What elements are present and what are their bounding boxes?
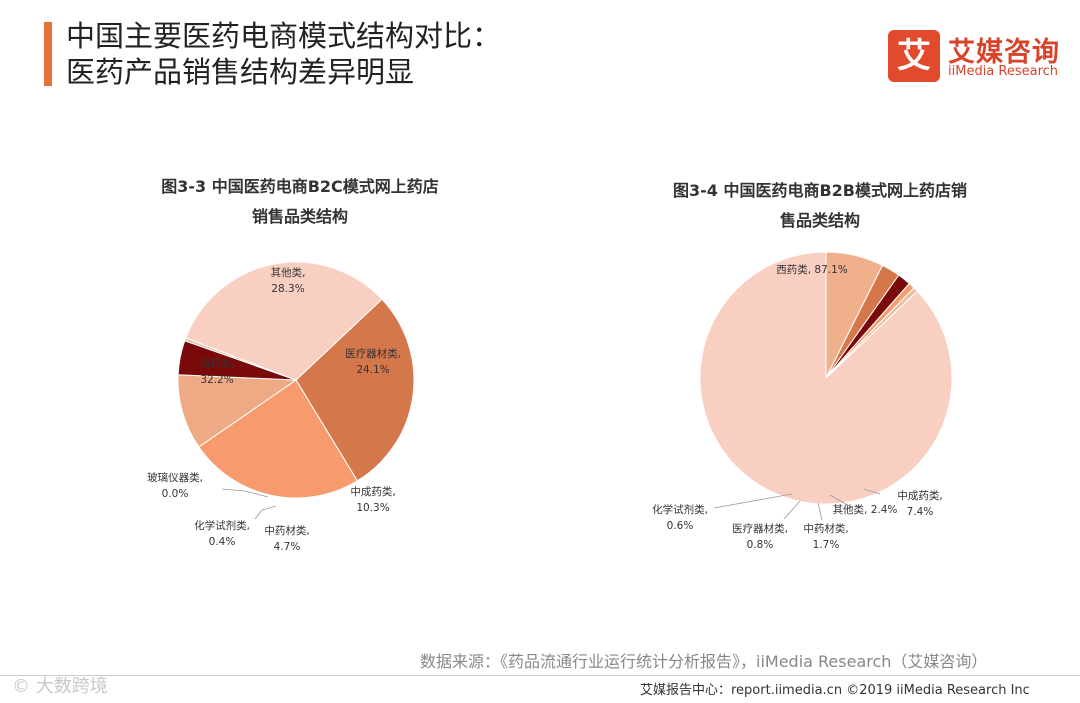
title-accent-bar (44, 22, 52, 86)
chart1-label-name-1: 医疗器材类, (345, 347, 401, 360)
chart1-label-name-0: 其他类, (271, 266, 306, 279)
chart2-label-pct-3: 0.8% (747, 539, 774, 551)
chart1-title-line2: 销售品类结构 (251, 207, 348, 226)
data-source: 数据来源：《药品流通行业运行统计分析报告》，iiMedia Research（艾… (420, 652, 988, 671)
footer-text: 艾媒报告中心：report.iimedia.cn ©2019 iiMedia R… (640, 683, 1030, 698)
chart1-label-pct-6: 32.2% (200, 374, 233, 386)
footer-divider (0, 675, 1080, 676)
chart2-leader-0 (863, 488, 881, 495)
chart2-leader-2 (817, 502, 823, 521)
iimedia-logo: 艾 艾媒咨询 iiMedia Research (888, 30, 1063, 84)
chart2-label-name-1: 其他类, 2.4% (833, 503, 898, 516)
page-title-line1: 中国主要医药电商模式结构对比： (66, 19, 502, 53)
page-title: 中国主要医药电商模式结构对比： 医药产品销售结构差异明显 (66, 18, 501, 90)
chart1-leader-4 (254, 505, 277, 520)
chart2-leader-4 (713, 493, 793, 509)
chart1-slice-1 (198, 379, 359, 499)
chart2-label-pct-0: 7.4% (907, 506, 934, 518)
chart2-label-name-3: 医疗器材类, (732, 522, 788, 535)
page-title-line2: 医药产品销售结构差异明显 (66, 55, 415, 89)
chart2-title: 图3-4 中国医药电商B2B模式网上药店销 售品类结构 (630, 176, 1010, 236)
chart2-label-name-4: 化学试剂类, (652, 503, 708, 516)
chart1-slice-0 (295, 298, 415, 482)
logo-cn-text: 艾媒咨询 (948, 37, 1060, 68)
chart1-label-name-4: 化学试剂类, (194, 519, 250, 532)
chart1-title-line1: 图3-3 中国医药电商B2C模式网上药店 (161, 177, 439, 196)
logo-glyph: 艾 (888, 30, 940, 82)
chart1-slice-2 (177, 374, 298, 448)
chart2-title-line2: 售品类结构 (779, 211, 860, 230)
chart1-title: 图3-3 中国医药电商B2C模式网上药店 销售品类结构 (120, 172, 480, 232)
chart1-label-pct-5: 0.0% (162, 488, 189, 500)
chart2-label-name-5: 西药类, 87.1% (776, 263, 848, 276)
chart2-label-name-0: 中成药类, (897, 489, 942, 502)
chart1-label-pct-0: 28.3% (271, 283, 304, 295)
chart1-label-pct-4: 0.4% (209, 536, 236, 548)
chart1-label-name-6: 西药类, (200, 357, 235, 370)
chart1-label-pct-2: 10.3% (356, 502, 389, 514)
watermark: © 大数跨境 (12, 676, 108, 697)
chart1-label-name-2: 中成药类, (350, 485, 395, 498)
chart2-leader-1 (829, 494, 852, 508)
chart2-label-pct-2: 1.7% (813, 539, 840, 551)
chart2-title-line1: 图3-4 中国医药电商B2B模式网上药店销 (672, 181, 967, 200)
chart1-label-name-5: 玻璃仪器类, (147, 471, 203, 484)
chart2-leader-3 (783, 500, 801, 520)
chart2-label-pct-4: 0.6% (667, 520, 694, 532)
chart1-label-pct-1: 24.1% (356, 364, 389, 376)
chart1-label-pct-3: 4.7% (274, 541, 301, 553)
chart2-label-name-2: 中药材类, (803, 522, 848, 535)
chart2-slice-5 (699, 251, 953, 505)
chart1-label-name-3: 中药材类, (264, 524, 309, 537)
chart1-leader-5 (221, 488, 269, 498)
logo-en-text: iiMedia Research (948, 64, 1059, 79)
chart1-slice-6 (185, 261, 383, 381)
